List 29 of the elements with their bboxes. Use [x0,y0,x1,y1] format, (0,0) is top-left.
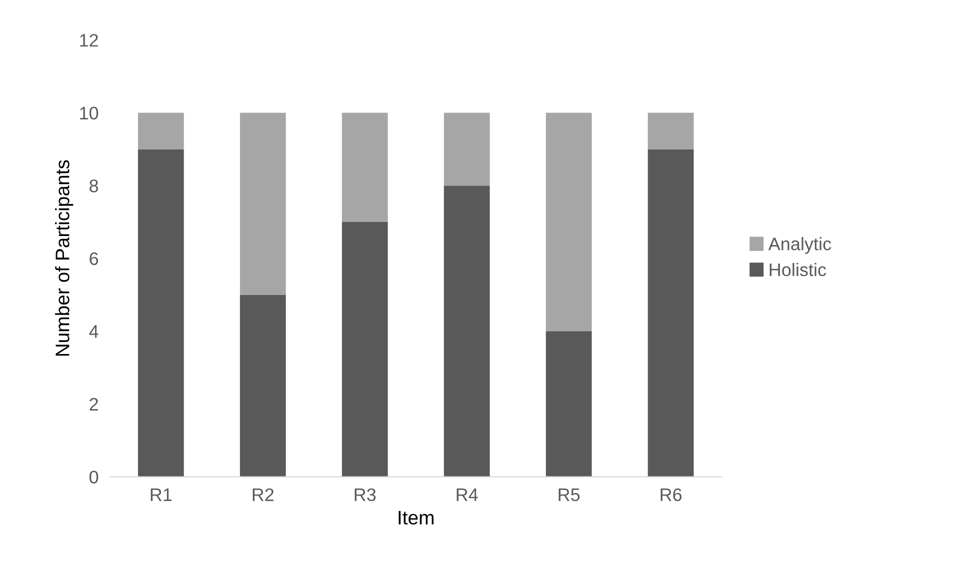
x-tick-label: R4 [456,488,478,501]
x-tick-label: R3 [354,488,376,502]
bar [342,112,388,222]
legend-label: Holistic [770,262,826,276]
x-tick-label: R2 [252,488,274,501]
y-tick-label: 10 [80,106,98,120]
bar [546,331,592,477]
x-axis-title: Item [398,510,434,525]
bar [648,149,694,477]
bar [546,112,592,332]
legend-label: Analytic [768,237,832,254]
bar [138,149,184,477]
bar [444,186,490,477]
x-tick-label: R5 [558,488,580,502]
bar [444,112,490,186]
bar [648,112,694,150]
bar [240,294,286,477]
y-tick-label: 2 [90,398,98,411]
x-tick-label: R6 [660,488,682,502]
y-axis-title: Number of Participants [55,160,74,356]
y-tick-label: 4 [89,325,98,338]
bar [138,112,184,150]
x-tick-label: R1 [150,488,172,501]
y-tick-label: 6 [90,252,98,266]
y-tick-label: 0 [89,470,98,484]
bar [240,112,286,295]
y-tick-label: 8 [90,180,98,192]
bar [342,222,388,477]
y-tick-label: 12 [80,34,98,47]
